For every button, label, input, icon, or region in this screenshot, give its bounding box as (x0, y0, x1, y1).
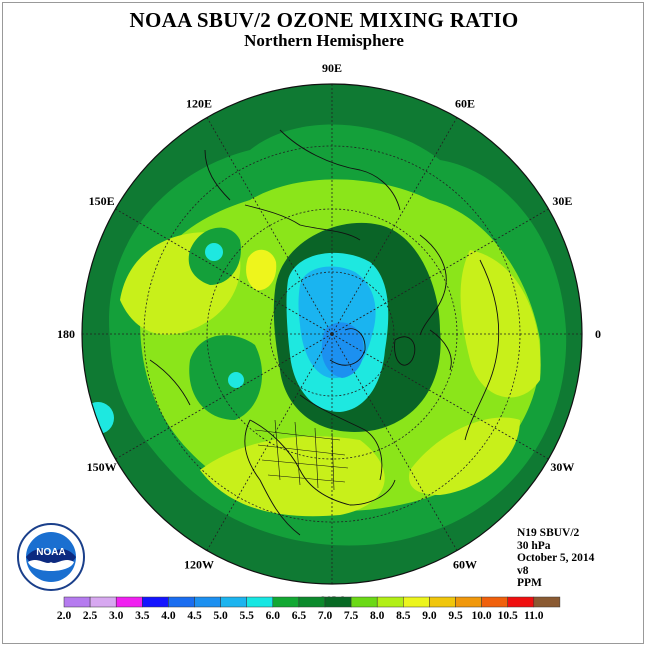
color-scale-swatch (142, 596, 169, 608)
color-scale-label: 8.0 (370, 610, 385, 622)
color-scale-swatch (481, 596, 508, 608)
color-scale-label: 8.5 (396, 610, 411, 622)
color-scale-label: 9.0 (422, 610, 437, 622)
longitude-label: 180 (57, 327, 75, 341)
color-scale: 2.0 2.5 3.0 3.5 4.0 4.5 5.0 5.5 6.0 6.5 7.0 7.5 8.0 8… (57, 596, 561, 622)
longitude-label: 120E (186, 97, 212, 111)
longitude-label: 150W (87, 460, 117, 474)
info-satellite: N19 SBUV/2 (517, 527, 580, 539)
color-scale-label: 7.0 (318, 610, 333, 622)
color-scale-label: 2.0 (57, 610, 72, 622)
info-block: N19 SBUV/2 30 hPa October 5, 2014 v8 PPM (517, 527, 594, 590)
field-yellow-green-south (200, 436, 385, 517)
meridian-line (331, 117, 458, 335)
longitude-label: 90E (322, 61, 342, 75)
color-scale-swatch (533, 596, 561, 608)
longitude-label: 120W (184, 557, 214, 571)
info-level: 30 hPa (517, 539, 551, 552)
info-version: v8 (517, 564, 529, 577)
meridian-line (115, 333, 333, 460)
ozone-field (82, 84, 582, 584)
graticule (82, 84, 582, 584)
color-scale-swatch (194, 596, 221, 608)
color-scale-label: 2.5 (83, 610, 98, 622)
longitude-label: 150E (89, 194, 115, 208)
longitude-label: 30W (550, 460, 574, 474)
color-scale-swatch (63, 596, 91, 608)
color-scale-swatch (455, 596, 482, 608)
longitude-label: 60W (453, 557, 477, 571)
color-scale-swatch (403, 596, 430, 608)
color-scale-label: 5.0 (213, 610, 228, 622)
noaa-logo-icon: NOAA (17, 523, 85, 591)
page-title: NOAA SBUV/2 OZONE MIXING RATIO (129, 8, 519, 32)
color-scale-label: 3.5 (135, 610, 150, 622)
color-scale-label: 10.5 (498, 610, 518, 622)
color-scale-swatch (246, 596, 274, 608)
page-subtitle: Northern Hemisphere (244, 31, 404, 50)
color-scale-label: 6.0 (266, 610, 281, 622)
field-yellow-spot (246, 249, 277, 291)
meridian-line (331, 333, 458, 551)
field-yellow-green-se (409, 417, 520, 495)
meridian-line (206, 117, 333, 335)
meridian-line (115, 208, 333, 335)
color-scale-swatch (220, 596, 247, 608)
longitude-labels: 90E60E30E030W60W90W120W150W180150E120E (57, 61, 601, 607)
longitude-label: 0 (595, 327, 601, 341)
color-scale-swatch (168, 596, 195, 608)
color-scale-label: 11.0 (524, 610, 544, 622)
field-yellow-green-east (460, 250, 541, 398)
color-scale-swatch (507, 596, 535, 608)
us-state-lines (254, 419, 349, 491)
color-scale-swatch (272, 596, 300, 608)
info-units: PPM (517, 577, 542, 589)
color-scale-label: 9.5 (448, 610, 463, 622)
color-scale-swatch (298, 596, 326, 608)
color-scale-swatch (376, 596, 404, 608)
map-boundary (81, 83, 583, 585)
color-scale-swatch (115, 596, 143, 608)
color-scale-label: 10.0 (472, 610, 492, 622)
logo-text: NOAA (36, 547, 65, 558)
color-scale-label: 4.0 (161, 610, 176, 622)
color-scale-label: 6.5 (292, 610, 307, 622)
meridian-line (331, 208, 549, 335)
color-scale-label: 7.5 (344, 610, 359, 622)
color-scale-swatch (324, 596, 352, 608)
meridian-line (331, 333, 549, 460)
longitude-label: 30E (552, 194, 572, 208)
coastlines (149, 129, 500, 536)
color-scale-label: 4.5 (187, 610, 202, 622)
field-cyan-spot-aleutian (205, 243, 223, 261)
longitude-label: 60E (455, 97, 475, 111)
color-scale-label: 5.5 (240, 610, 255, 622)
meridian-line (206, 333, 333, 551)
color-scale-label: 3.0 (109, 610, 124, 622)
color-scale-swatch (429, 596, 456, 608)
color-scale-swatch (89, 596, 117, 608)
info-date: October 5, 2014 (517, 552, 595, 564)
field-cyan-spot-pacific (228, 372, 244, 388)
field-green-pacific (189, 335, 263, 420)
color-scale-swatch (350, 596, 378, 608)
field-cyan-spot-hawaii (82, 402, 114, 434)
